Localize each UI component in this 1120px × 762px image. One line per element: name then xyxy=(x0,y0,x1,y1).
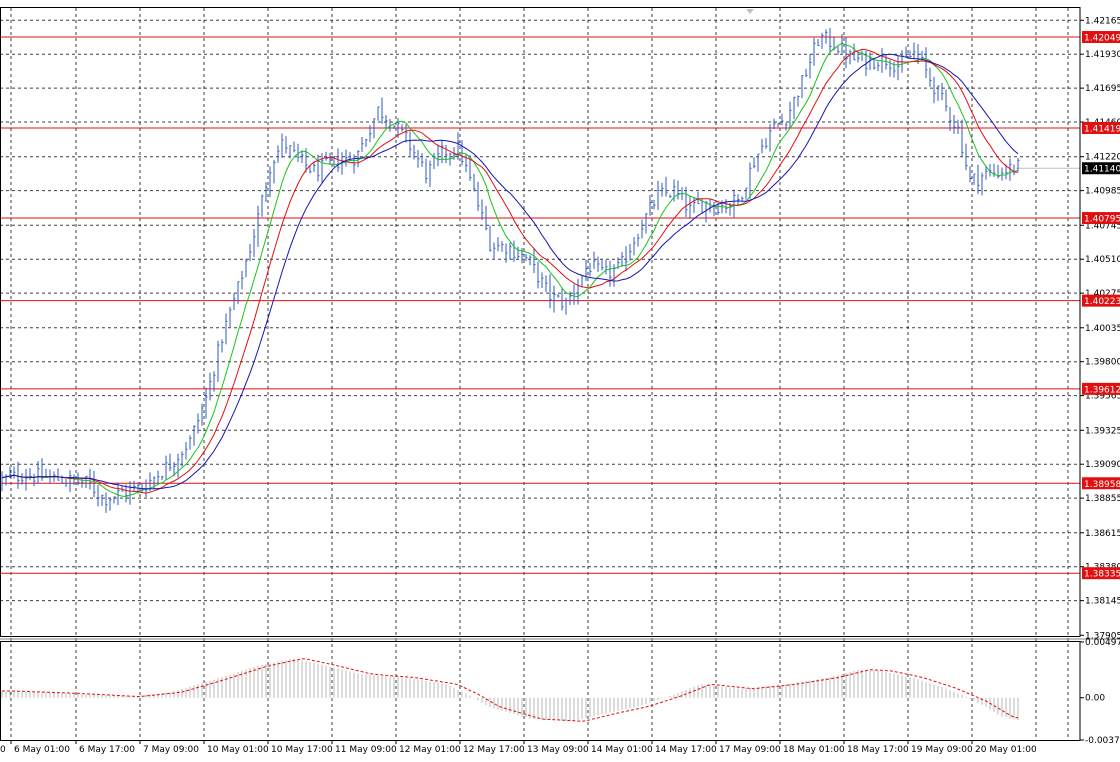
y-tick-label: 1.40985 xyxy=(1085,187,1120,197)
ma-fast-line xyxy=(1,42,1019,498)
y-tick-label: 1.41220 xyxy=(1085,153,1120,163)
price-level-badge xyxy=(1082,294,1120,307)
x-tick-label: 6 May 17:00 xyxy=(79,745,135,755)
x-tick-label: 19 May 09:00 xyxy=(911,745,973,755)
signal-line xyxy=(2,658,1019,722)
ma-slow-line xyxy=(1,53,1019,490)
current-price-label: 1.41140 xyxy=(1084,165,1120,175)
y-tick-label: 1.37905 xyxy=(1085,631,1120,641)
x-tick-label: 13 May 09:00 xyxy=(527,745,589,755)
current-price-badge xyxy=(1082,162,1120,175)
osc-tick-label: 0.00 xyxy=(1085,694,1105,704)
y-tick-label: 1.39565 xyxy=(1085,392,1120,402)
x-tick-label: 10 May 01:00 xyxy=(207,745,269,755)
price-level-label: 1.40795 xyxy=(1084,215,1120,225)
x-tick-label: 14 May 17:00 xyxy=(655,745,717,755)
oscillator-frame xyxy=(0,641,1081,741)
x-tick-label: 6 May 01:00 xyxy=(14,745,70,755)
y-tick-label: 1.41930 xyxy=(1085,50,1120,60)
price-level-badge xyxy=(1082,212,1120,225)
y-tick-label: 1.39800 xyxy=(1085,358,1120,368)
y-tick-label: 1.39090 xyxy=(1085,460,1120,470)
price-level-badge xyxy=(1082,31,1120,44)
x-tick-label: 0 xyxy=(0,745,6,755)
y-tick-label: 1.39325 xyxy=(1085,426,1120,436)
y-tick-label: 1.40035 xyxy=(1085,324,1120,334)
main-chart-frame xyxy=(0,7,1081,637)
x-tick-label: 18 May 01:00 xyxy=(783,745,845,755)
osc-tick-label: 0.004979 xyxy=(1085,638,1120,648)
y-tick-label: 1.40745 xyxy=(1085,221,1120,231)
price-level-badge xyxy=(1082,382,1120,395)
y-tick-label: 1.40510 xyxy=(1085,255,1120,265)
price-level-badge xyxy=(1082,477,1120,490)
price-level-label: 1.38335 xyxy=(1084,570,1120,580)
price-level-badge xyxy=(1082,121,1120,134)
y-tick-label: 1.41695 xyxy=(1085,84,1120,94)
x-tick-label: 18 May 17:00 xyxy=(847,745,909,755)
x-tick-label: 7 May 09:00 xyxy=(143,745,199,755)
x-tick-label: 20 May 01:00 xyxy=(975,745,1037,755)
price-level-label: 1.42049 xyxy=(1084,34,1120,44)
y-tick-label: 1.38855 xyxy=(1085,494,1120,504)
y-tick-label: 1.38615 xyxy=(1085,529,1120,539)
x-tick-label: 11 May 09:00 xyxy=(335,745,397,755)
price-level-label: 1.41419 xyxy=(1084,124,1120,134)
x-tick-label: 12 May 17:00 xyxy=(463,745,525,755)
osc-tick-label: -0.00377 xyxy=(1085,736,1120,746)
ma-mid-line xyxy=(1,48,1019,494)
price-level-label: 1.39612 xyxy=(1084,385,1120,395)
x-tick-label: 17 May 09:00 xyxy=(719,745,781,755)
y-tick-label: 1.42165 xyxy=(1085,16,1120,26)
y-tick-label: 1.40275 xyxy=(1085,289,1120,299)
x-tick-label: 14 May 01:00 xyxy=(591,745,653,755)
x-tick-label: 10 May 17:00 xyxy=(271,745,333,755)
price-level-label: 1.38958 xyxy=(1084,480,1120,490)
x-tick-label: 12 May 01:00 xyxy=(399,745,461,755)
price-level-badge xyxy=(1082,567,1120,580)
shift-marker-icon[interactable] xyxy=(746,9,754,14)
y-tick-label: 1.38145 xyxy=(1085,597,1120,607)
price-level-label: 1.40223 xyxy=(1084,297,1120,307)
